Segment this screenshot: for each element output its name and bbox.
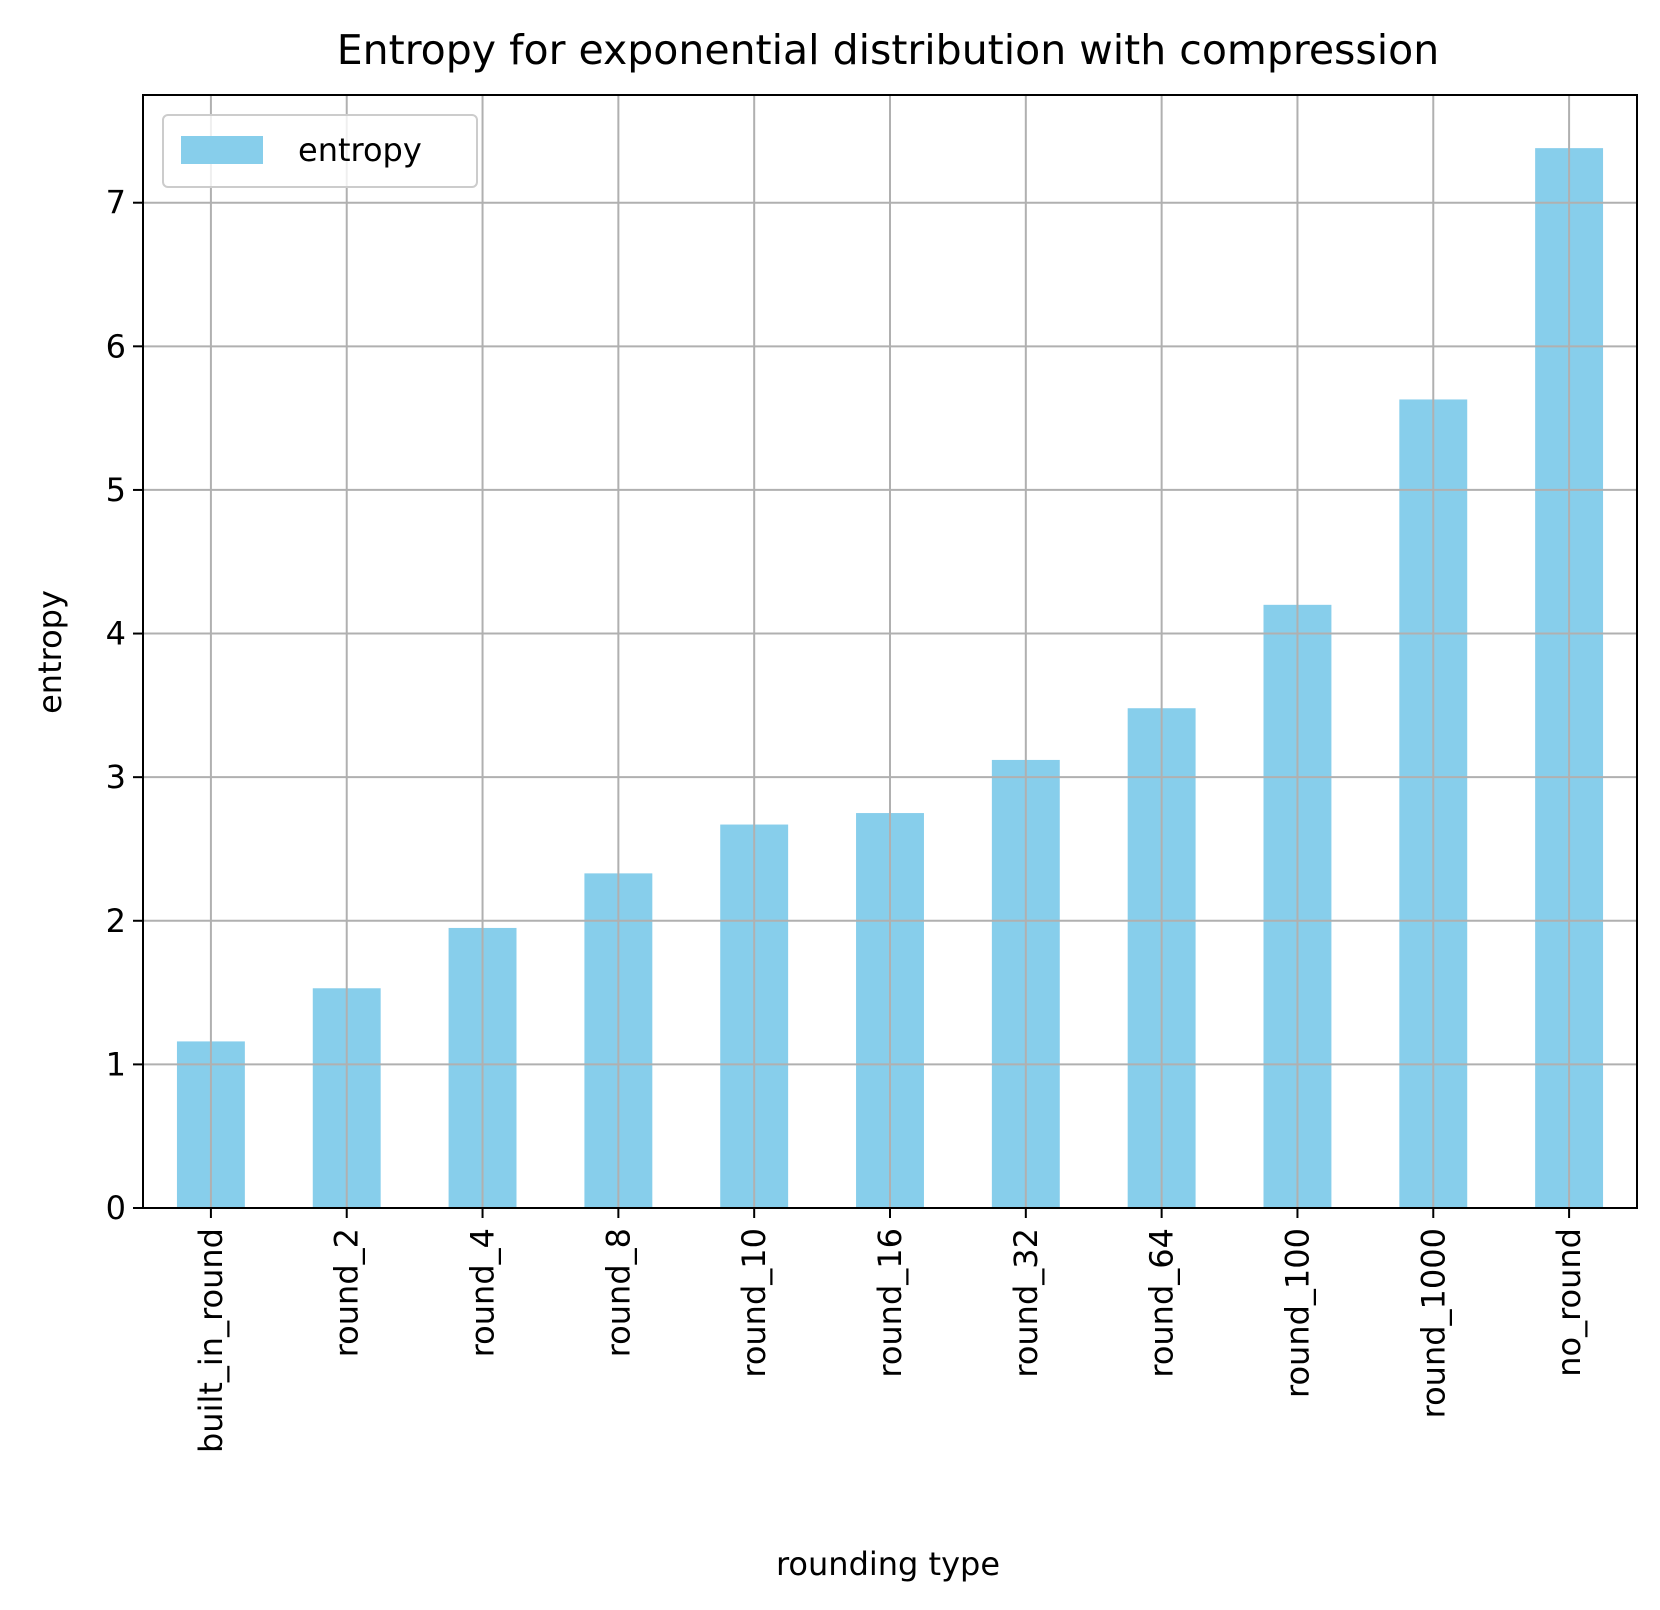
y-tick-label-5: 5 [106,471,126,509]
y-tick-label-4: 4 [106,615,126,653]
x-tick-label-no_round: no_round [1550,1228,1588,1377]
y-tick-label-0: 0 [106,1189,126,1227]
x-axis-label: rounding type [776,1545,1000,1583]
chart-title: Entropy for exponential distribution wit… [337,26,1439,74]
y-tick-label-7: 7 [106,184,126,222]
x-tick-label-round_1000: round_1000 [1414,1228,1452,1418]
plot-area: 0 1 2 3 4 5 6 7 built_in_round round_2 round_4 roun… [106,94,1638,1453]
x-tick-label-round_8: round_8 [599,1228,637,1357]
y-tick-label-2: 2 [106,902,126,940]
x-tick-label-round_4: round_4 [464,1228,502,1357]
x-tick-label-round_100: round_100 [1278,1228,1316,1398]
legend-box [162,114,478,188]
y-axis-label: entropy [31,590,69,714]
y-tick-label-6: 6 [106,327,126,365]
x-tick-label-round_10: round_10 [735,1228,773,1378]
y-tick-label-3: 3 [106,758,126,796]
y-tick-label-1: 1 [106,1045,126,1083]
legend-swatch [181,136,263,164]
x-tick-label-round_32: round_32 [1007,1228,1045,1378]
x-tick-label-round_2: round_2 [328,1228,366,1357]
legend-label: entropy [298,131,422,169]
x-tick-label-round_64: round_64 [1143,1228,1181,1378]
x-tick-label-round_16: round_16 [871,1228,909,1378]
axes-frame [142,94,1638,1209]
x-tick-label-built_in_round: built_in_round [192,1228,230,1453]
legend: entropy [162,114,478,188]
